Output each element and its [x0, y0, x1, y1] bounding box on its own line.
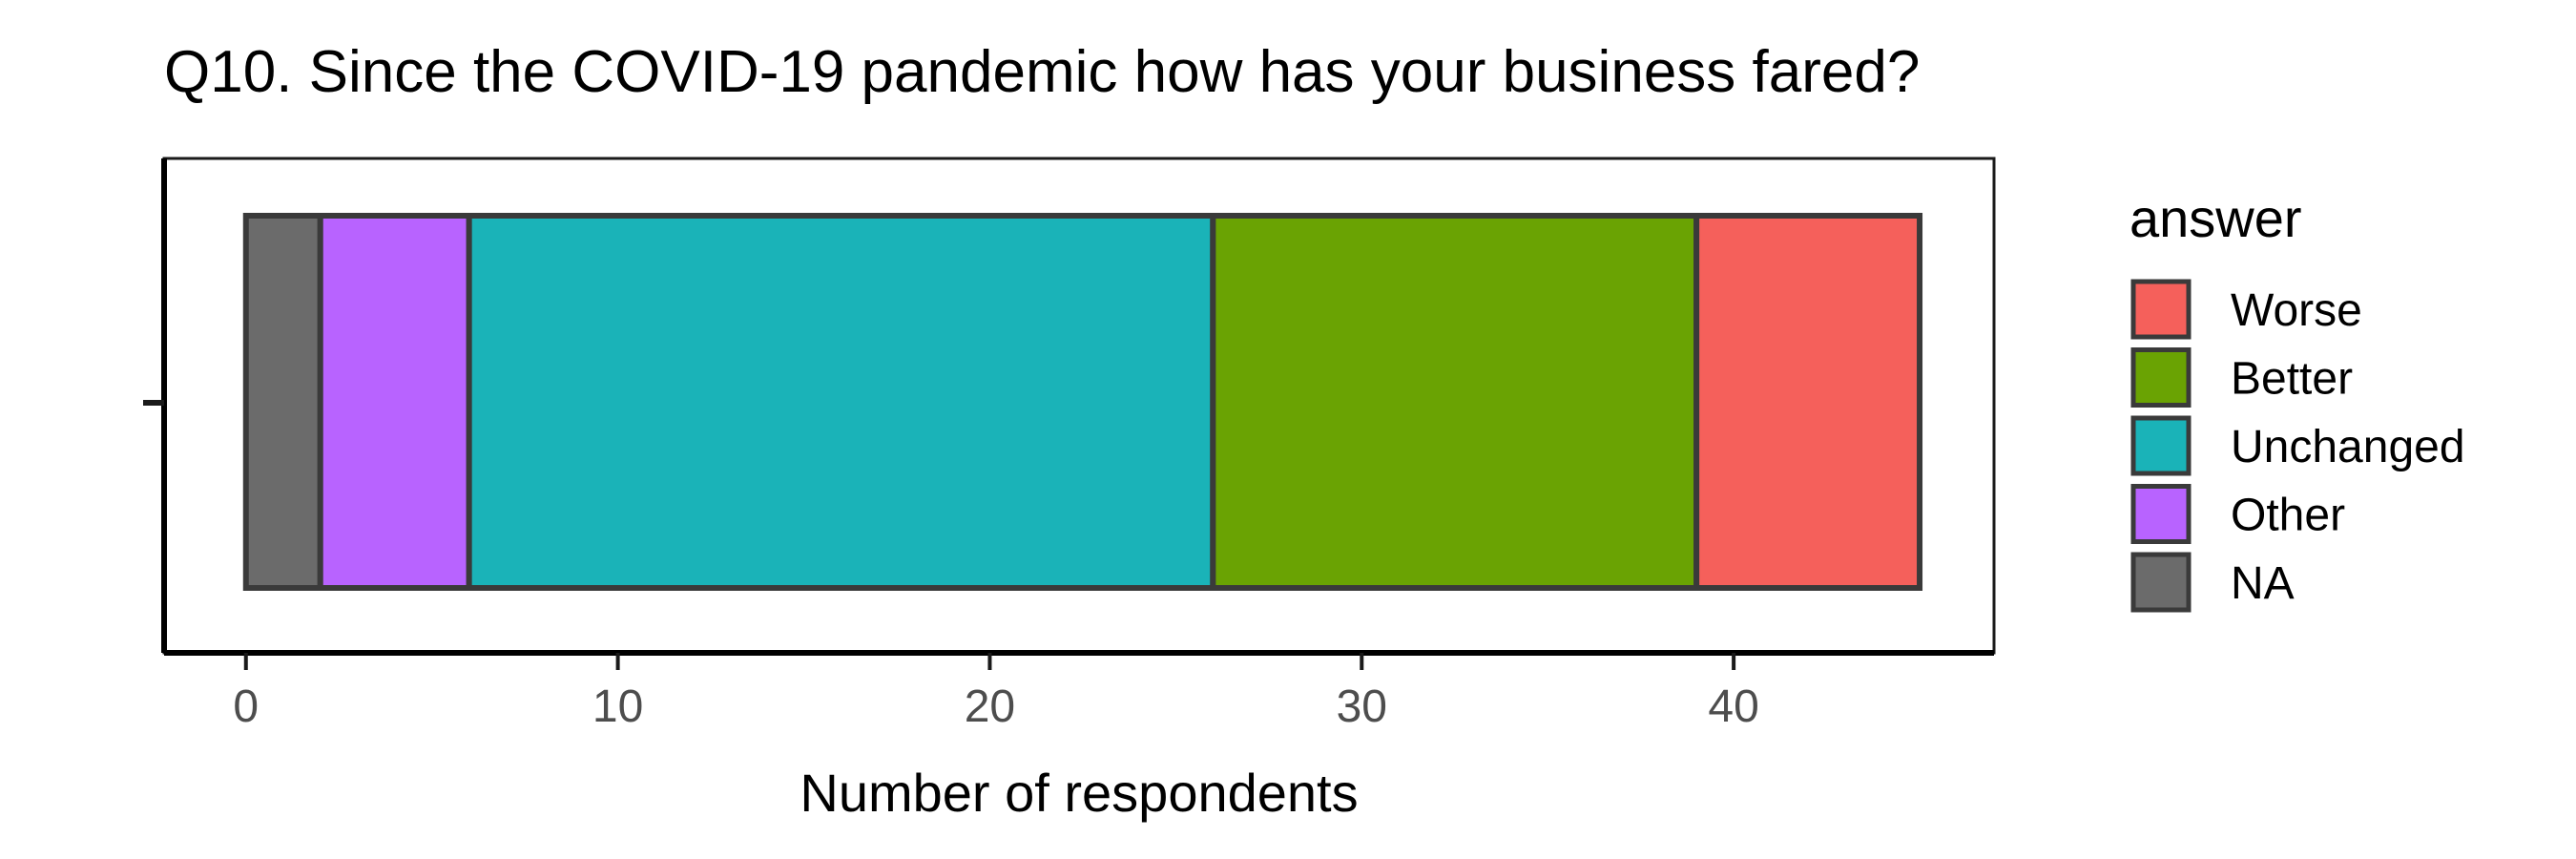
legend-label-other: Other: [2231, 491, 2345, 541]
bar-segment-better: [1210, 213, 1700, 591]
legend-label-worse: Worse: [2231, 285, 2362, 336]
legend-label-na: NA: [2231, 558, 2295, 609]
x-axis-ticks: 0 10 20 30 40: [233, 653, 1759, 732]
chart-title: Q10. Since the COVID-19 pandemic how has…: [164, 39, 1920, 105]
legend-key-other: [2130, 484, 2192, 544]
bar-segment-other: [317, 213, 472, 591]
legend-key-worse: [2130, 279, 2192, 340]
x-tick-label: 40: [1708, 681, 1758, 732]
legend-key-unchanged: [2130, 415, 2192, 476]
bar-segment-unchanged: [466, 213, 1216, 591]
bar-segments: [242, 213, 1923, 591]
x-axis-label: Number of respondents: [800, 763, 1358, 823]
legend-label-better: Better: [2231, 354, 2353, 405]
legend-items: Worse Better Unchanged Other NA: [2130, 279, 2465, 613]
x-tick-label: 20: [965, 681, 1015, 732]
legend: answer Worse Better Unchanged Other NA: [2129, 188, 2465, 613]
legend-key-na: [2130, 552, 2192, 613]
x-tick-label: 30: [1337, 681, 1387, 732]
x-tick-label: 10: [592, 681, 643, 732]
x-tick-label: 0: [233, 681, 259, 732]
legend-label-unchanged: Unchanged: [2231, 422, 2465, 472]
bar-segment-worse: [1693, 213, 1923, 591]
legend-title: answer: [2129, 188, 2302, 248]
legend-key-better: [2130, 347, 2192, 408]
bar-segment-na: [242, 213, 323, 591]
